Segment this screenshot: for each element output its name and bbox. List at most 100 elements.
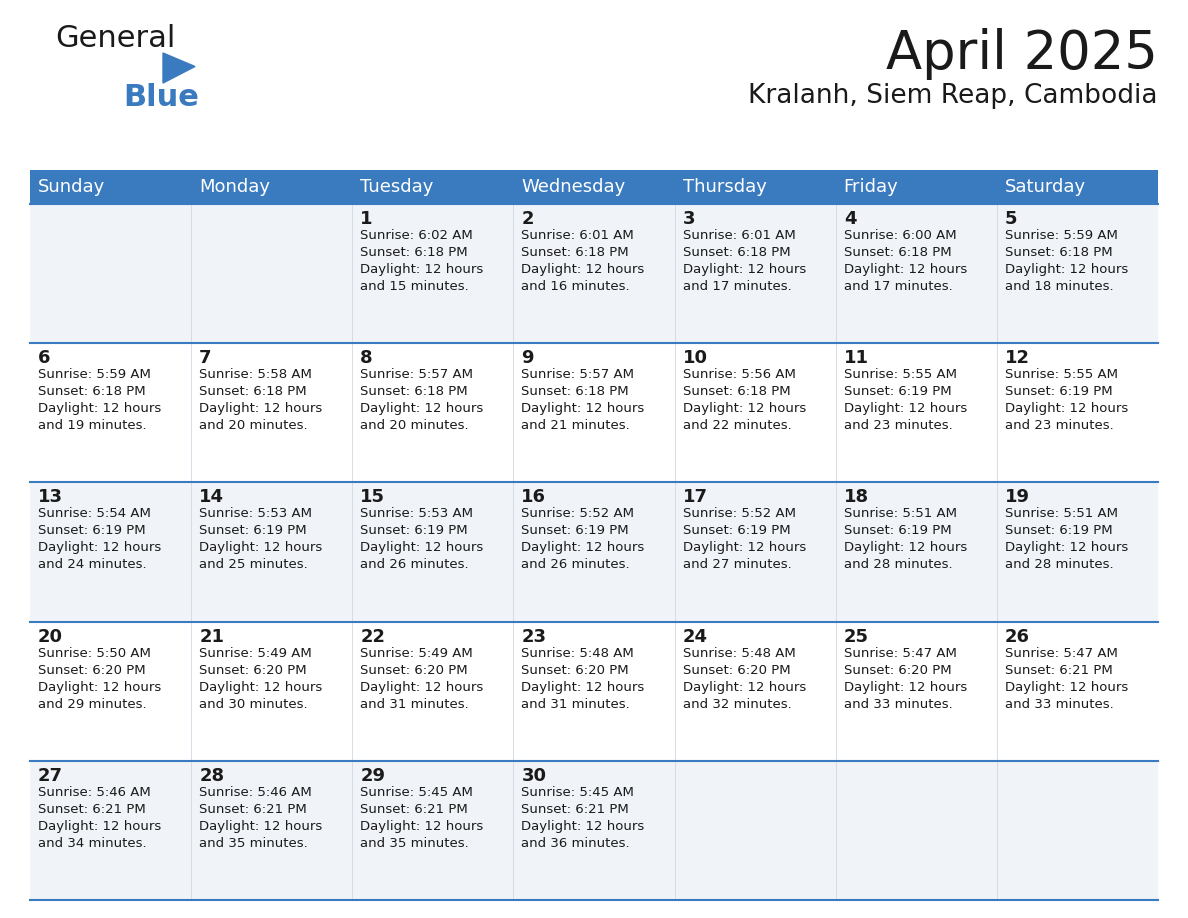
Text: Sunset: 6:20 PM: Sunset: 6:20 PM <box>38 664 146 677</box>
Bar <box>997 482 1158 621</box>
Text: Sunrise: 5:59 AM: Sunrise: 5:59 AM <box>38 368 151 381</box>
Text: and 17 minutes.: and 17 minutes. <box>843 280 953 293</box>
Text: Daylight: 12 hours: Daylight: 12 hours <box>683 402 805 415</box>
Text: Sunrise: 5:45 AM: Sunrise: 5:45 AM <box>360 786 473 799</box>
Text: Sunset: 6:18 PM: Sunset: 6:18 PM <box>683 246 790 259</box>
Text: and 23 minutes.: and 23 minutes. <box>1005 420 1113 432</box>
Text: and 31 minutes.: and 31 minutes. <box>522 698 630 711</box>
Text: Sunset: 6:21 PM: Sunset: 6:21 PM <box>522 803 630 816</box>
Text: Daylight: 12 hours: Daylight: 12 hours <box>200 680 322 694</box>
Bar <box>30 343 191 482</box>
Text: Sunrise: 5:49 AM: Sunrise: 5:49 AM <box>360 646 473 660</box>
Text: and 23 minutes.: and 23 minutes. <box>843 420 953 432</box>
Text: 2: 2 <box>522 210 533 228</box>
Text: Daylight: 12 hours: Daylight: 12 hours <box>200 820 322 833</box>
Text: and 26 minutes.: and 26 minutes. <box>522 558 630 571</box>
Text: Sunset: 6:20 PM: Sunset: 6:20 PM <box>843 664 952 677</box>
Text: Sunset: 6:21 PM: Sunset: 6:21 PM <box>38 803 146 816</box>
Text: Daylight: 12 hours: Daylight: 12 hours <box>38 680 162 694</box>
Text: Kralanh, Siem Reap, Cambodia: Kralanh, Siem Reap, Cambodia <box>748 83 1158 109</box>
Text: Sunrise: 5:47 AM: Sunrise: 5:47 AM <box>1005 646 1118 660</box>
Text: 9: 9 <box>522 349 533 367</box>
Text: Sunset: 6:20 PM: Sunset: 6:20 PM <box>522 664 630 677</box>
Text: 13: 13 <box>38 488 63 507</box>
Text: April 2025: April 2025 <box>886 28 1158 80</box>
Text: Sunset: 6:18 PM: Sunset: 6:18 PM <box>38 386 146 398</box>
Text: Sunset: 6:19 PM: Sunset: 6:19 PM <box>200 524 307 537</box>
Text: and 15 minutes.: and 15 minutes. <box>360 280 469 293</box>
Text: Sunset: 6:18 PM: Sunset: 6:18 PM <box>1005 246 1112 259</box>
Text: Daylight: 12 hours: Daylight: 12 hours <box>360 680 484 694</box>
Text: and 30 minutes.: and 30 minutes. <box>200 698 308 711</box>
Bar <box>353 204 513 343</box>
Bar <box>191 343 353 482</box>
Bar <box>353 343 513 482</box>
Text: Daylight: 12 hours: Daylight: 12 hours <box>360 263 484 276</box>
Bar <box>353 170 513 204</box>
Text: Monday: Monday <box>200 178 270 196</box>
Text: Daylight: 12 hours: Daylight: 12 hours <box>522 680 645 694</box>
Text: Sunset: 6:18 PM: Sunset: 6:18 PM <box>360 246 468 259</box>
Bar <box>675 204 835 343</box>
Text: Daylight: 12 hours: Daylight: 12 hours <box>38 820 162 833</box>
Text: Sunset: 6:19 PM: Sunset: 6:19 PM <box>1005 524 1112 537</box>
Text: Sunrise: 5:46 AM: Sunrise: 5:46 AM <box>38 786 151 799</box>
Text: 27: 27 <box>38 767 63 785</box>
Bar <box>30 621 191 761</box>
Text: 22: 22 <box>360 628 385 645</box>
Text: and 21 minutes.: and 21 minutes. <box>522 420 630 432</box>
Text: Tuesday: Tuesday <box>360 178 434 196</box>
Bar <box>997 170 1158 204</box>
Text: 18: 18 <box>843 488 868 507</box>
Text: Sunday: Sunday <box>38 178 106 196</box>
Text: and 22 minutes.: and 22 minutes. <box>683 420 791 432</box>
Text: Daylight: 12 hours: Daylight: 12 hours <box>360 542 484 554</box>
Text: 15: 15 <box>360 488 385 507</box>
Text: 26: 26 <box>1005 628 1030 645</box>
Text: Sunrise: 5:46 AM: Sunrise: 5:46 AM <box>200 786 312 799</box>
Bar <box>675 170 835 204</box>
Text: Sunrise: 6:01 AM: Sunrise: 6:01 AM <box>683 229 795 242</box>
Text: Friday: Friday <box>843 178 898 196</box>
Text: Sunset: 6:19 PM: Sunset: 6:19 PM <box>683 524 790 537</box>
Bar <box>835 204 997 343</box>
Text: and 28 minutes.: and 28 minutes. <box>843 558 953 571</box>
Text: Sunrise: 5:45 AM: Sunrise: 5:45 AM <box>522 786 634 799</box>
Text: Daylight: 12 hours: Daylight: 12 hours <box>522 263 645 276</box>
Bar <box>191 482 353 621</box>
Text: and 18 minutes.: and 18 minutes. <box>1005 280 1113 293</box>
Text: 17: 17 <box>683 488 708 507</box>
Text: 4: 4 <box>843 210 857 228</box>
Text: and 33 minutes.: and 33 minutes. <box>843 698 953 711</box>
Text: 14: 14 <box>200 488 225 507</box>
Bar <box>353 482 513 621</box>
Text: Daylight: 12 hours: Daylight: 12 hours <box>843 263 967 276</box>
Bar <box>675 482 835 621</box>
Text: Sunrise: 5:53 AM: Sunrise: 5:53 AM <box>360 508 473 521</box>
Text: Sunset: 6:21 PM: Sunset: 6:21 PM <box>360 803 468 816</box>
Text: 10: 10 <box>683 349 708 367</box>
Text: Sunrise: 5:54 AM: Sunrise: 5:54 AM <box>38 508 151 521</box>
Text: Daylight: 12 hours: Daylight: 12 hours <box>200 402 322 415</box>
Text: and 20 minutes.: and 20 minutes. <box>200 420 308 432</box>
Text: Sunset: 6:21 PM: Sunset: 6:21 PM <box>200 803 307 816</box>
Bar <box>191 204 353 343</box>
Text: Sunset: 6:20 PM: Sunset: 6:20 PM <box>360 664 468 677</box>
Text: and 27 minutes.: and 27 minutes. <box>683 558 791 571</box>
Bar <box>835 621 997 761</box>
Text: 7: 7 <box>200 349 211 367</box>
Text: Daylight: 12 hours: Daylight: 12 hours <box>522 402 645 415</box>
Bar <box>675 343 835 482</box>
Text: and 35 minutes.: and 35 minutes. <box>200 837 308 850</box>
Text: Daylight: 12 hours: Daylight: 12 hours <box>522 820 645 833</box>
Text: and 29 minutes.: and 29 minutes. <box>38 698 146 711</box>
Text: 23: 23 <box>522 628 546 645</box>
Bar <box>513 482 675 621</box>
Text: Sunset: 6:18 PM: Sunset: 6:18 PM <box>683 386 790 398</box>
Text: Sunset: 6:19 PM: Sunset: 6:19 PM <box>843 386 952 398</box>
Bar <box>997 204 1158 343</box>
Text: Sunrise: 6:02 AM: Sunrise: 6:02 AM <box>360 229 473 242</box>
Text: 21: 21 <box>200 628 225 645</box>
Bar <box>835 170 997 204</box>
Text: Sunset: 6:19 PM: Sunset: 6:19 PM <box>1005 386 1112 398</box>
